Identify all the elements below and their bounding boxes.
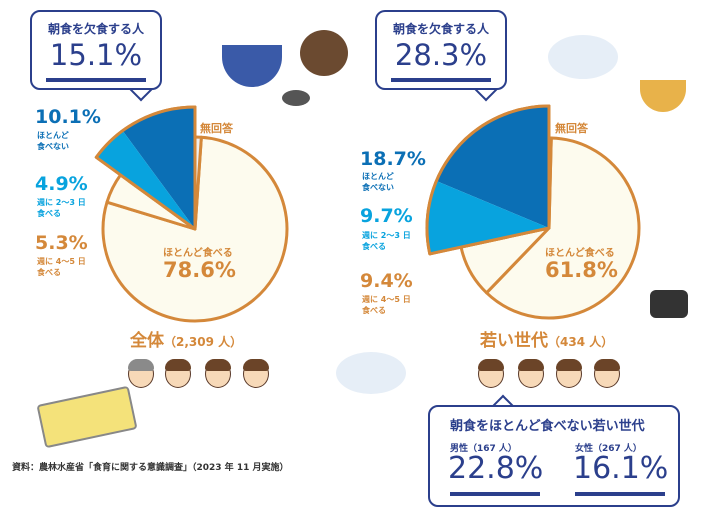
person-illustration (478, 359, 504, 388)
underline (391, 78, 491, 82)
person-illustration (128, 359, 154, 388)
callout-right: 朝食を欠食する人 28.3% (375, 10, 507, 90)
person-illustration (165, 359, 191, 388)
male-label: 男性（167 人） (450, 444, 517, 454)
label-text: ほとんど 食べない (37, 131, 69, 151)
slice-mostly-eat (485, 136, 641, 320)
person-illustration (556, 359, 582, 388)
no-answer-label: 無回答 (200, 122, 233, 135)
person-illustration (518, 359, 544, 388)
main-pct: 61.8% (545, 258, 618, 282)
label-pct: 9.4% (360, 270, 413, 292)
slice-rarely-eat (436, 106, 549, 228)
box-title: 朝食をほとんど食べない若い世代 (450, 419, 645, 434)
source-note: 資料：農林水産省「食育に関する意識調査」（2023 年 11 月実施） (12, 463, 289, 473)
female-value: 16.1% (573, 451, 669, 486)
person-illustration (205, 359, 231, 388)
slice-rarely-eat (122, 107, 195, 229)
main-label: ほとんど食べる (163, 248, 233, 259)
young-generation-box: 朝食をほとんど食べない若い世代 男性（167 人） 22.8% 女性（267 人… (428, 405, 680, 507)
main-pct: 78.6% (163, 258, 236, 282)
main-label: ほとんど食べる (545, 248, 615, 259)
label-pct: 10.1% (35, 106, 101, 128)
callout-title: 朝食を欠食する人 (392, 22, 489, 36)
slice-2-3-days (426, 180, 549, 254)
label-text: ほとんど 食べない (362, 172, 394, 192)
toast-plate-illustration (336, 352, 406, 394)
callout-value: 15.1% (49, 38, 143, 72)
label-text: 週に 2〜3 日食べる (362, 231, 411, 251)
label-pct: 18.7% (360, 148, 426, 170)
person-illustration (243, 359, 269, 388)
no-answer-label: 無回答 (555, 122, 588, 135)
label-text: 週に 4〜5 日食べる (362, 295, 411, 315)
label-pct: 5.3% (35, 232, 88, 254)
skip-group-border (94, 105, 197, 231)
side-dish-illustration (282, 90, 310, 106)
onigiri-illustration (650, 290, 688, 318)
callout-title: 朝食を欠食する人 (47, 22, 144, 36)
chart-title-left: 全体（2,309 人） (130, 331, 243, 351)
label-pct: 4.9% (35, 173, 88, 195)
underline (46, 78, 146, 82)
underline (575, 492, 665, 496)
chart-title-right: 若い世代（434 人） (480, 331, 614, 351)
female-label: 女性（267 人） (575, 444, 642, 454)
underline (450, 492, 540, 496)
skip-group-border (425, 104, 551, 256)
label-text: 週に 4〜5 日食べる (37, 257, 86, 277)
soup-bowl-illustration (300, 30, 348, 76)
person-illustration (594, 359, 620, 388)
label-pct: 9.7% (360, 205, 413, 227)
callout-left: 朝食を欠食する人 15.1% (30, 10, 162, 90)
male-value: 22.8% (448, 451, 544, 486)
callout-value: 28.3% (394, 38, 488, 72)
slice-2-3-days (96, 130, 195, 229)
plate-illustration (548, 35, 618, 79)
label-text: 週に 2〜3 日食べる (37, 198, 86, 218)
